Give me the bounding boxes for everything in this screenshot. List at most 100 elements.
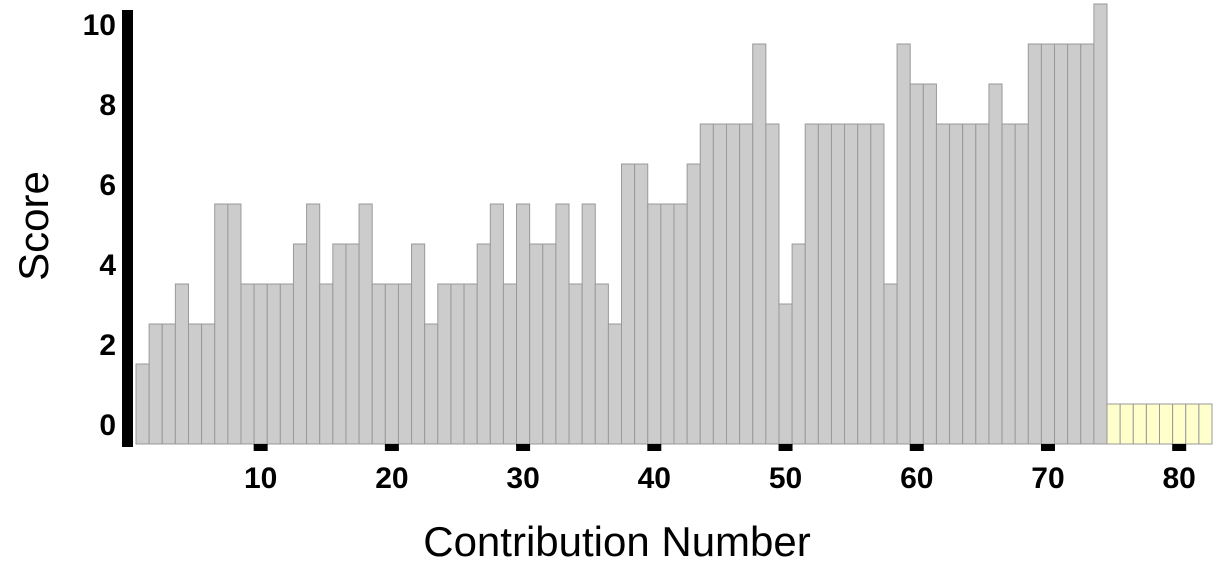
bar-25 xyxy=(450,283,465,445)
bar-32 xyxy=(542,243,557,445)
bar-13 xyxy=(292,243,308,445)
bar-50 xyxy=(778,303,793,445)
bar-65 xyxy=(975,123,990,445)
bar-51 xyxy=(791,243,806,445)
y-tick-label-6: 6 xyxy=(99,169,116,202)
x-tick-mark-60 xyxy=(909,444,924,451)
bar-33 xyxy=(555,203,570,445)
bar-2 xyxy=(148,323,163,445)
bar-74 xyxy=(1093,3,1108,445)
bar-59 xyxy=(896,43,911,445)
bar-7 xyxy=(214,203,229,445)
bar-80 xyxy=(1172,403,1187,445)
bar-75 xyxy=(1106,403,1121,445)
x-tick-mark-80 xyxy=(1172,444,1187,451)
x-tick-label-60: 60 xyxy=(900,462,933,495)
bars-group xyxy=(135,3,1213,445)
bar-30 xyxy=(516,203,531,445)
bar-42 xyxy=(673,203,688,445)
bar-39 xyxy=(634,163,649,445)
bar-43 xyxy=(686,163,701,445)
bar-72 xyxy=(1067,43,1082,445)
bar-48 xyxy=(752,43,767,445)
y-ticks-group: 0 2 4 6 8 10 xyxy=(83,9,117,442)
y-tick-label-0: 0 xyxy=(99,409,116,442)
bar-17 xyxy=(345,243,360,445)
bar-71 xyxy=(1054,43,1069,445)
bar-40 xyxy=(647,203,662,445)
x-tick-label-70: 70 xyxy=(1031,462,1064,495)
bar-20 xyxy=(384,283,399,445)
x-tick-label-10: 10 xyxy=(244,462,277,495)
bar-27 xyxy=(476,243,491,445)
bar-35 xyxy=(581,203,596,445)
bar-10 xyxy=(253,283,268,445)
bar-54 xyxy=(830,123,846,445)
bar-45 xyxy=(712,123,727,445)
x-tick-mark-30 xyxy=(516,444,531,451)
bar-34 xyxy=(568,283,583,445)
bar-15 xyxy=(319,283,334,445)
bar-58 xyxy=(883,283,898,445)
bar-79 xyxy=(1159,403,1174,445)
bar-82 xyxy=(1198,403,1213,445)
bar-47 xyxy=(739,123,754,445)
bar-18 xyxy=(358,203,373,445)
x-tick-mark-50 xyxy=(778,444,793,451)
y-tick-label-4: 4 xyxy=(99,249,116,282)
bar-11 xyxy=(266,283,281,445)
bar-41 xyxy=(660,203,675,445)
bar-4 xyxy=(174,283,189,445)
x-tick-label-40: 40 xyxy=(638,462,671,495)
bar-66 xyxy=(988,83,1003,445)
bar-56 xyxy=(857,123,872,445)
bar-62 xyxy=(935,123,951,445)
bar-46 xyxy=(725,123,741,445)
bar-8 xyxy=(227,203,242,445)
bar-19 xyxy=(371,283,386,445)
x-tick-mark-20 xyxy=(384,444,399,451)
bar-81 xyxy=(1185,403,1200,445)
bar-36 xyxy=(594,283,609,445)
bar-23 xyxy=(424,323,439,445)
x-tick-label-50: 50 xyxy=(769,462,802,495)
bar-78 xyxy=(1145,403,1161,445)
bar-60 xyxy=(909,83,924,445)
bar-5 xyxy=(187,323,203,445)
bar-26 xyxy=(463,283,478,445)
bar-57 xyxy=(870,123,885,445)
x-tick-mark-70 xyxy=(1040,444,1055,451)
y-tick-label-8: 8 xyxy=(99,89,116,122)
bar-9 xyxy=(240,283,255,445)
y-axis-title: Score xyxy=(10,171,57,281)
bar-22 xyxy=(411,243,426,445)
bar-77 xyxy=(1132,403,1147,445)
bar-68 xyxy=(1014,123,1029,445)
x-ticks-group: 10 20 30 40 50 60 70 80 xyxy=(244,444,1196,495)
x-axis-title: Contribution Number xyxy=(423,518,811,565)
bar-63 xyxy=(949,123,964,445)
bar-29 xyxy=(502,283,518,445)
bar-24 xyxy=(437,283,452,445)
bar-12 xyxy=(279,283,294,445)
bar-55 xyxy=(844,123,859,445)
bar-31 xyxy=(529,243,544,445)
bar-16 xyxy=(332,243,347,445)
bar-1 xyxy=(135,363,150,445)
bar-76 xyxy=(1119,403,1134,445)
bar-69 xyxy=(1027,43,1042,445)
y-axis-line xyxy=(122,10,133,447)
bar-70 xyxy=(1040,43,1056,445)
bar-53 xyxy=(817,123,832,445)
x-tick-mark-10 xyxy=(253,444,268,451)
x-tick-label-80: 80 xyxy=(1163,462,1196,495)
bar-38 xyxy=(621,163,636,445)
x-tick-label-30: 30 xyxy=(506,462,539,495)
x-tick-label-20: 20 xyxy=(375,462,408,495)
bar-52 xyxy=(804,123,819,445)
bar-49 xyxy=(765,123,780,445)
bar-28 xyxy=(489,203,504,445)
bar-37 xyxy=(607,323,623,445)
bar-61 xyxy=(922,83,937,445)
